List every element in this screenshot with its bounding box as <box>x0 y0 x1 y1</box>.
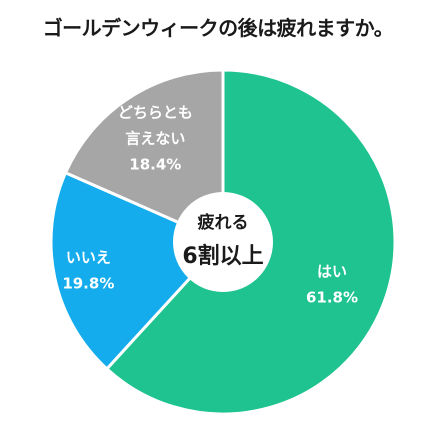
slice-value-label: 19.8% <box>62 274 114 292</box>
slice-category-label: どちらとも <box>118 103 193 121</box>
center-text-line-1: 疲れる <box>198 212 249 233</box>
slice-value-label: 18.4% <box>129 155 181 173</box>
center-hole <box>173 192 273 292</box>
center-text-line-2: 6割以上 <box>182 243 263 269</box>
pie-slice <box>63 68 225 245</box>
slice-category-label: いいえ <box>66 248 111 266</box>
slice-value-label: 61.8% <box>306 288 358 306</box>
slice-category-label: 言えない <box>125 129 185 147</box>
pie-slice <box>49 170 226 371</box>
chart-title: ゴールデンウィークの後は疲れますか。 <box>42 16 394 40</box>
slice-category-label: はい <box>317 262 347 280</box>
